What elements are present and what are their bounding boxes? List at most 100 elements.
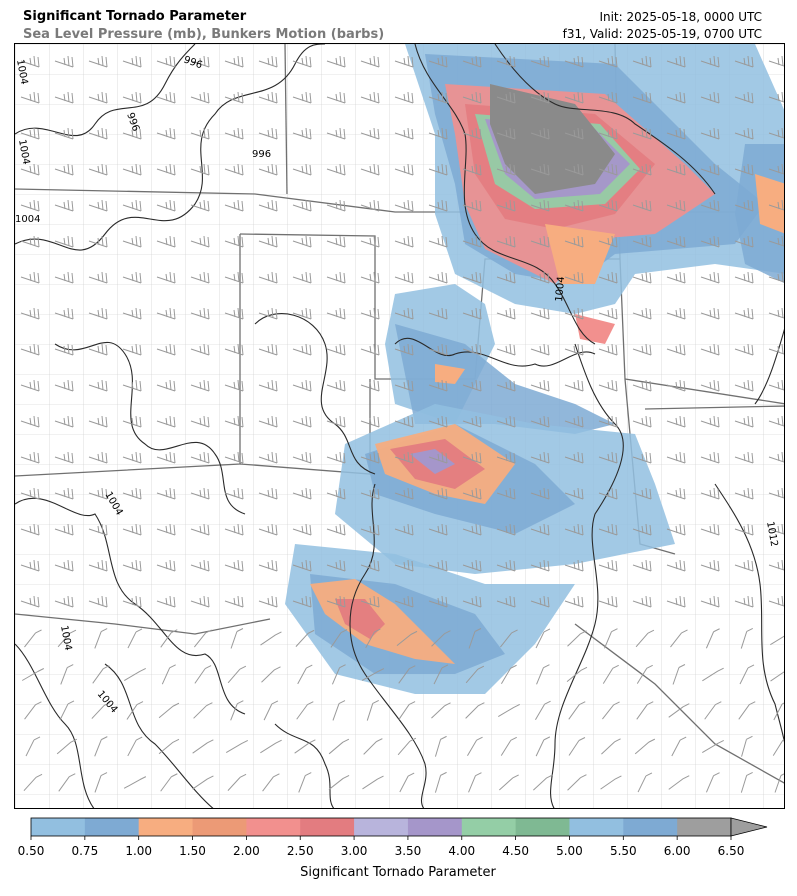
colorbar-title: Significant Tornado Parameter bbox=[300, 865, 496, 880]
wind-barb bbox=[20, 379, 40, 392]
colorbar-tick-label: 3.50 bbox=[395, 844, 422, 858]
wind-barb bbox=[258, 199, 278, 212]
wind-barb bbox=[740, 771, 753, 793]
wind-barb bbox=[156, 487, 176, 500]
wind-barb bbox=[224, 379, 244, 392]
wind-barb bbox=[366, 699, 379, 721]
wind-barb bbox=[326, 343, 346, 356]
wind-barb bbox=[394, 271, 414, 284]
wind-barb bbox=[598, 127, 618, 140]
wind-barb bbox=[20, 451, 40, 464]
wind-barb bbox=[326, 595, 346, 608]
wind-barb bbox=[20, 55, 40, 68]
wind-barb bbox=[156, 271, 176, 284]
wind-barb bbox=[54, 451, 74, 464]
wind-barb bbox=[122, 379, 142, 392]
wind-barb bbox=[122, 487, 142, 500]
wind-barb bbox=[768, 163, 784, 175]
wind-barb bbox=[462, 91, 482, 104]
wind-barb bbox=[468, 772, 482, 793]
wind-barb bbox=[632, 307, 652, 320]
wind-barb bbox=[634, 738, 656, 755]
wind-barb bbox=[20, 343, 40, 356]
wind-barb bbox=[568, 737, 586, 756]
wind-barb bbox=[496, 127, 516, 140]
wind-barb bbox=[632, 487, 652, 500]
colorbar-tick-label: 1.50 bbox=[179, 844, 206, 858]
wind-barb bbox=[564, 307, 584, 320]
colorbar-cell bbox=[138, 818, 194, 836]
title-block: Significant Tornado Parameter Sea Level … bbox=[23, 9, 384, 43]
wind-barb bbox=[774, 773, 784, 793]
wind-barb bbox=[734, 451, 754, 464]
wind-barb bbox=[88, 91, 108, 104]
wind-barb bbox=[326, 523, 346, 536]
wind-barb bbox=[702, 667, 724, 682]
wind-barb bbox=[496, 163, 516, 176]
wind-barb bbox=[530, 451, 550, 464]
valid-time: f31, Valid: 2025-05-19, 0700 UTC bbox=[562, 27, 762, 41]
wind-barb bbox=[428, 487, 448, 500]
wind-barb bbox=[666, 235, 686, 248]
wind-barb bbox=[326, 307, 346, 320]
colorbar-cell bbox=[677, 818, 732, 836]
wind-barb bbox=[156, 127, 176, 140]
wind-barb bbox=[700, 379, 720, 392]
wind-barb bbox=[636, 701, 654, 720]
wind-barb bbox=[360, 379, 380, 392]
wind-barb bbox=[360, 595, 380, 608]
wind-barb bbox=[632, 343, 652, 356]
wind-barb bbox=[326, 55, 346, 68]
wind-barb bbox=[54, 343, 74, 356]
wind-barb bbox=[156, 235, 176, 248]
wind-barb bbox=[190, 199, 210, 212]
wind-barb bbox=[156, 523, 176, 536]
wind-barb bbox=[568, 701, 586, 720]
wind-barb bbox=[705, 772, 720, 793]
wind-barb bbox=[54, 595, 74, 608]
wind-barb bbox=[20, 559, 40, 572]
wind-barb bbox=[292, 127, 312, 140]
wind-barb bbox=[224, 235, 244, 248]
wind-barb bbox=[56, 738, 78, 755]
wind-barb bbox=[768, 595, 784, 607]
wind-barb bbox=[632, 163, 652, 176]
wind-barb bbox=[156, 559, 176, 572]
wind-barb bbox=[431, 630, 451, 647]
wind-barb bbox=[296, 701, 314, 720]
wind-barb bbox=[332, 700, 346, 721]
wind-barb bbox=[632, 523, 652, 536]
wind-barb bbox=[598, 451, 618, 464]
wind-barb bbox=[394, 127, 414, 140]
wind-barb bbox=[566, 666, 588, 683]
wind-barb bbox=[564, 523, 584, 536]
wind-barb bbox=[734, 307, 754, 320]
wind-barb bbox=[328, 738, 350, 755]
wind-barb bbox=[156, 199, 176, 212]
wind-barb bbox=[632, 55, 652, 68]
wind-barb bbox=[598, 271, 618, 284]
wind-barb bbox=[666, 127, 686, 140]
wind-barb bbox=[156, 307, 176, 320]
wind-barb bbox=[770, 635, 784, 646]
init-time: Init: 2025-05-18, 0000 UTC bbox=[599, 10, 762, 24]
wind-barb bbox=[227, 665, 247, 684]
wind-barb bbox=[360, 199, 380, 212]
wind-barb bbox=[94, 736, 108, 757]
wind-barb bbox=[535, 628, 551, 649]
wind-barb bbox=[263, 700, 279, 721]
wind-barb bbox=[496, 307, 516, 320]
wind-barb bbox=[530, 271, 550, 284]
wind-barb bbox=[127, 628, 143, 649]
wind-barb bbox=[88, 451, 108, 464]
wind-barb bbox=[666, 163, 686, 176]
colorbar-cell bbox=[300, 818, 355, 836]
wind-barb bbox=[530, 163, 550, 176]
wind-barb bbox=[632, 595, 652, 608]
wind-barb bbox=[700, 235, 720, 248]
wind-barb bbox=[734, 379, 754, 392]
colorbar-tick-label: 2.50 bbox=[287, 844, 314, 858]
wind-barb bbox=[326, 487, 346, 500]
wind-barb bbox=[91, 701, 111, 719]
colorbar-tick-label: 4.00 bbox=[448, 844, 475, 858]
